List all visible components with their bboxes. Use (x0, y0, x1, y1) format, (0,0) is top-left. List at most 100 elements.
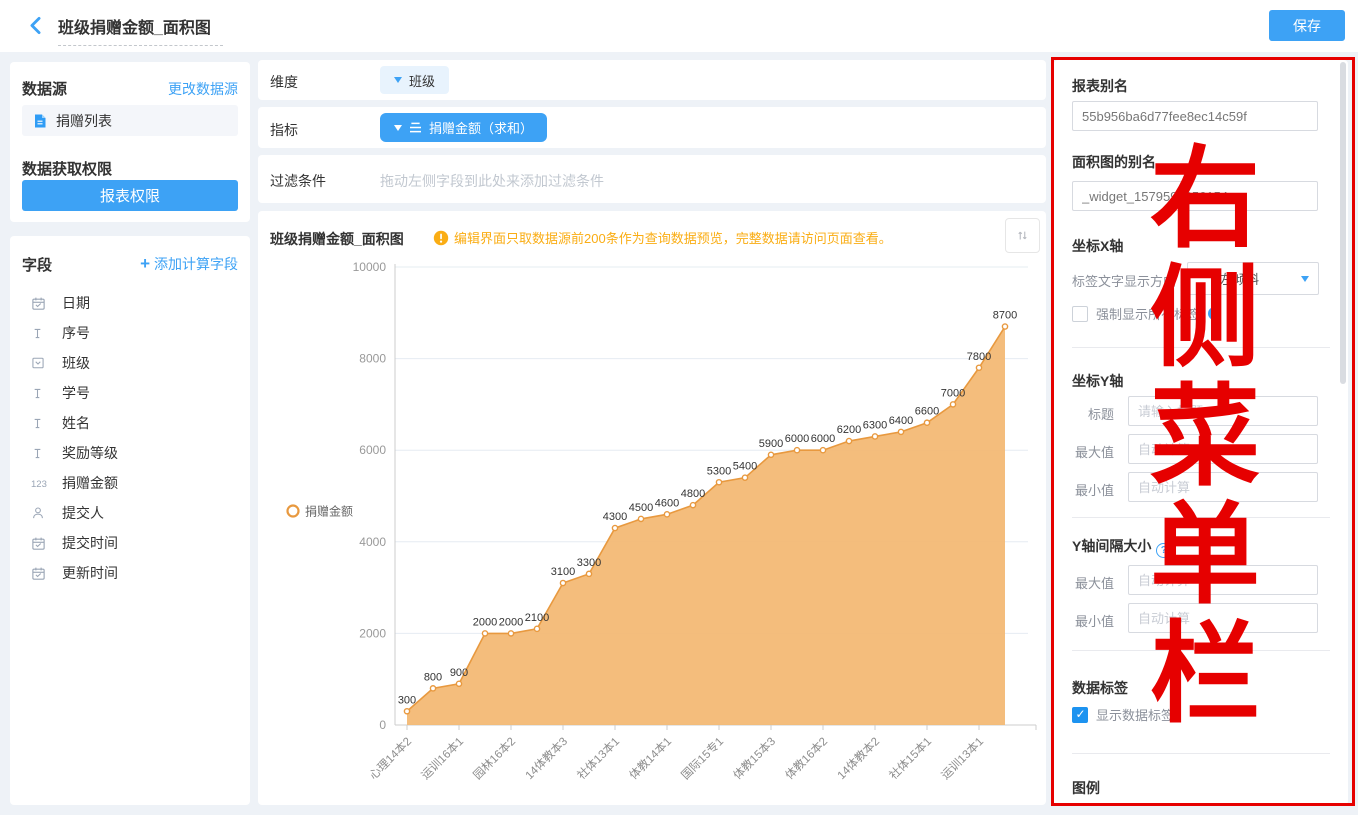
yaxis-title-input[interactable] (1128, 396, 1318, 426)
interval-max-label: 最大值 (1074, 576, 1114, 591)
interval-min-input[interactable] (1128, 603, 1318, 633)
field-list: 日期序号班级学号姓名奖励等级 123 捐赠金额提交人提交时间更新时间 (10, 288, 250, 588)
field-item[interactable]: 提交人 (10, 498, 250, 528)
field-item[interactable]: 班级 (10, 348, 250, 378)
yaxis-title-label: 标题 (1087, 407, 1114, 422)
interval-min-label: 最小值 (1074, 614, 1114, 629)
svg-text:6600: 6600 (915, 406, 939, 418)
field-item-label: 学号 (62, 385, 90, 401)
label-direction-label: 标签文字显示方向 (1072, 274, 1177, 289)
plus-icon: + (140, 254, 150, 273)
divider (1072, 753, 1330, 754)
svg-text:2000: 2000 (473, 616, 497, 628)
chevron-down-icon (1300, 275, 1309, 282)
svg-text:7800: 7800 (967, 351, 991, 363)
back-icon[interactable] (26, 15, 46, 37)
svg-text:社体13本1: 社体13本1 (574, 734, 622, 782)
show-datalabel-row: 显示数据标签 (1072, 705, 1174, 724)
svg-text:4000: 4000 (359, 535, 386, 549)
change-datasource-link[interactable]: 更改数据源 (168, 81, 238, 97)
svg-text:6000: 6000 (359, 443, 386, 457)
field-item[interactable]: 提交时间 (10, 528, 250, 558)
yaxis-max-input[interactable] (1128, 434, 1318, 464)
calendar-icon (31, 565, 53, 581)
force-show-labels-row: 强制显示所有标签 i (1072, 304, 1222, 323)
dimension-label: 维度 (270, 74, 298, 90)
filter-row[interactable]: 过滤条件 拖动左侧字段到此处来添加过滤条件 (258, 155, 1046, 203)
dimension-row: 维度 班级 (258, 60, 1046, 100)
svg-text:8700: 8700 (993, 310, 1017, 322)
save-button[interactable]: 保存 (1269, 10, 1345, 41)
scrollbar-thumb[interactable] (1340, 62, 1346, 384)
widget-alias-title: 面积图的别名 (1072, 154, 1156, 170)
sort-button[interactable] (1005, 218, 1040, 253)
xaxis-section-title: 坐标X轴 (1072, 238, 1124, 254)
svg-text:6300: 6300 (863, 419, 887, 431)
svg-text:捐赠金额: 捐赠金额 (305, 504, 353, 519)
document-icon (32, 113, 48, 129)
force-show-labels-checkbox[interactable] (1072, 305, 1088, 322)
chevron-down-icon (394, 124, 402, 131)
svg-text:900: 900 (450, 667, 468, 679)
datasource-item[interactable]: 捐赠列表 (22, 105, 238, 136)
select-dropdown-button[interactable] (1291, 262, 1319, 295)
chart-card: 班级捐赠金额_面积图 编辑界面只取数据源前200条作为查询数据预览，完整数据请访… (258, 211, 1046, 805)
field-item[interactable]: 更新时间 (10, 558, 250, 588)
svg-text:5300: 5300 (707, 465, 731, 477)
field-item-label: 日期 (62, 295, 90, 311)
svg-text:社体15本1: 社体15本1 (886, 734, 934, 782)
settings-panel: 报表别名 面积图的别名 坐标X轴 标签文字显示方向 左倾斜 强制显示所有标签 i… (1054, 60, 1348, 805)
person-icon (31, 505, 53, 521)
field-item[interactable]: 奖励等级 (10, 438, 250, 468)
svg-text:2000: 2000 (499, 616, 523, 628)
field-item[interactable]: 姓名 (10, 408, 250, 438)
report-alias-title: 报表别名 (1072, 78, 1128, 94)
divider (1072, 347, 1330, 348)
datasource-item-label: 捐赠列表 (56, 112, 112, 129)
divider (1072, 650, 1330, 651)
field-item-label: 提交人 (62, 505, 104, 521)
permission-title: 数据获取权限 (22, 161, 113, 178)
add-calc-field-label: 添加计算字段 (154, 256, 238, 272)
metric-tag[interactable]: 捐赠金额（求和） (380, 113, 548, 142)
yaxis-min-input[interactable] (1128, 472, 1318, 502)
field-item-label: 班级 (62, 355, 90, 371)
field-item[interactable]: 日期 (10, 288, 250, 318)
chevron-down-icon (394, 77, 402, 83)
field-item-label: 姓名 (62, 415, 90, 431)
svg-text:4300: 4300 (603, 511, 627, 523)
metric-row: 指标 捐赠金额（求和） (258, 107, 1046, 148)
report-permission-button[interactable]: 报表权限 (22, 180, 238, 211)
svg-text:心理14本2: 心理14本2 (366, 734, 414, 782)
add-calc-field-link[interactable]: + 添加计算字段 (140, 254, 238, 274)
field-item[interactable]: 学号 (10, 378, 250, 408)
calendar-icon (31, 295, 53, 311)
svg-text:300: 300 (398, 694, 416, 706)
svg-text:0: 0 (379, 718, 386, 732)
dimension-tag[interactable]: 班级 (380, 66, 450, 94)
help-icon[interactable]: ? (1156, 543, 1172, 558)
dimension-tag-label: 班级 (409, 73, 436, 89)
field-item[interactable]: 序号 (10, 318, 250, 348)
chart-title: 班级捐赠金额_面积图 (270, 231, 404, 247)
warning-icon (433, 230, 449, 246)
datasource-title: 数据源 (22, 81, 68, 98)
label-direction-select[interactable]: 左倾斜 (1187, 262, 1292, 295)
svg-text:国际15专1: 国际15专1 (678, 734, 726, 782)
field-item-label: 更新时间 (62, 565, 118, 581)
svg-text:3100: 3100 (551, 566, 575, 578)
interval-max-input[interactable] (1128, 565, 1318, 595)
report-alias-input[interactable] (1072, 101, 1318, 131)
text-icon (31, 415, 53, 431)
svg-text:运训13本1: 运训13本1 (938, 734, 986, 782)
force-show-labels-label: 强制显示所有标签 (1096, 307, 1201, 322)
show-datalabel-checkbox[interactable] (1072, 706, 1088, 723)
widget-alias-input[interactable] (1072, 181, 1318, 211)
select-icon (31, 355, 53, 371)
preview-warning: 编辑界面只取数据源前200条作为查询数据预览，完整数据请访问页面查看。 (433, 228, 892, 247)
field-item[interactable]: 123 捐赠金额 (10, 468, 250, 498)
field-item-label: 序号 (62, 325, 90, 341)
legend-item[interactable]: 捐赠金额 (286, 504, 354, 519)
info-icon[interactable]: i (1208, 307, 1222, 320)
text-icon (31, 385, 53, 401)
